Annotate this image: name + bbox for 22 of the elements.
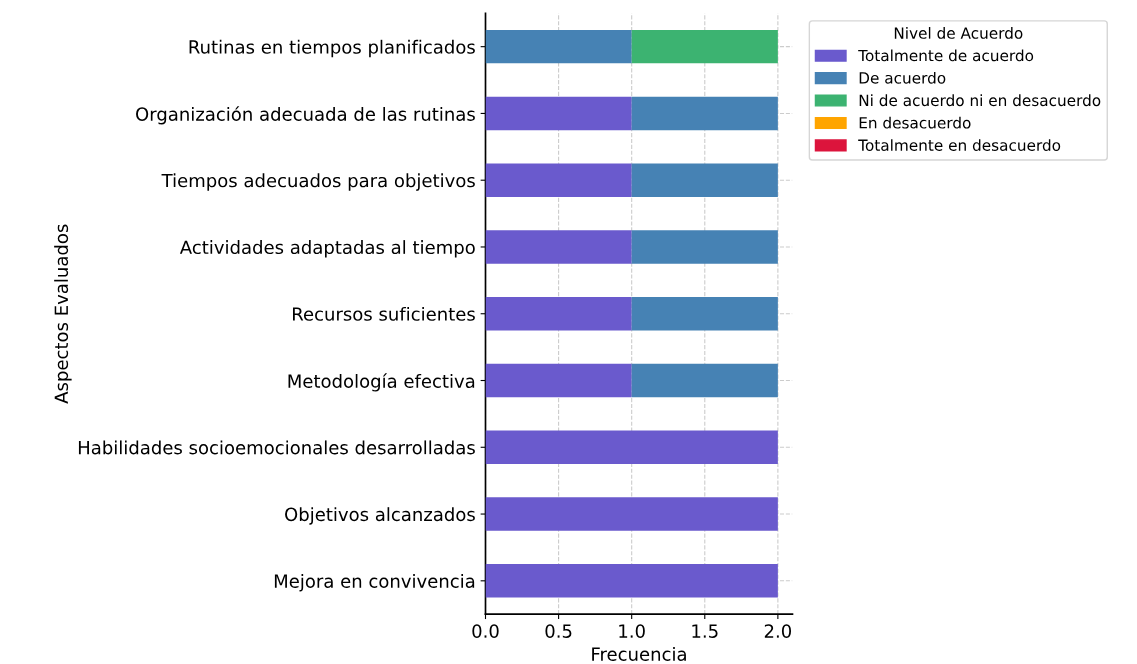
x-tick-label: 1.5 (692, 624, 718, 638)
legend-title: Nivel de Acuerdo (894, 27, 1023, 39)
y-tick-label: Organización adecuada de las rutinas (136, 106, 475, 125)
x-axis-title: Frecuencia (592, 646, 686, 661)
x-tick-label: 1.0 (619, 624, 645, 638)
y-tick-label: Objetivos alcanzados (285, 507, 475, 525)
y-tick-label: Habilidades socioemocionales desarrolladas (78, 440, 475, 455)
legend-label: En desacuerdo (859, 116, 971, 129)
y-tick-label: Mejora en convivencia (274, 573, 475, 592)
legend-label: Totalmente de acuerdo (858, 49, 1034, 62)
y-tick-label: Metodología efectiva (288, 373, 475, 392)
legend-label: Ni de acuerdo ni en desacuerdo (859, 94, 1101, 107)
x-tick-label: 0.5 (545, 624, 572, 638)
y-tick-label: Recursos suficientes (293, 306, 475, 321)
legend-label: De acuerdo (859, 71, 946, 84)
y-tick-label: Actividades adaptadas al tiempo (179, 240, 475, 258)
y-tick-label: Tiempos adecuados para objetivos (161, 173, 475, 191)
legend-label: Totalmente en desacuerdo (858, 139, 1061, 151)
y-tick-label: Rutinas en tiempos planificados (189, 39, 475, 58)
y-axis-title: Aspectos Evaluados (54, 224, 72, 404)
x-tick-label: 0.0 (472, 624, 499, 638)
x-tick-label: 2.0 (764, 624, 792, 638)
